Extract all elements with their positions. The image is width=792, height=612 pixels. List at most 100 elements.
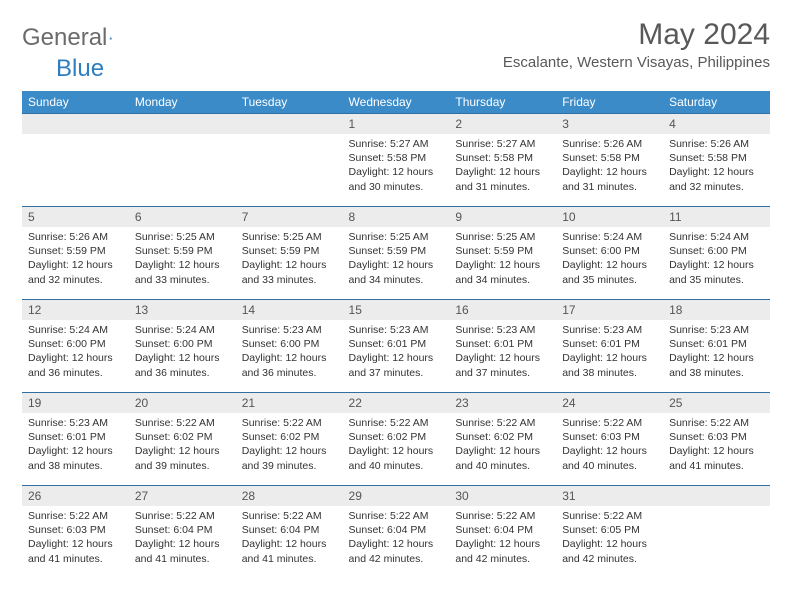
weekday-header: Tuesday	[236, 91, 343, 114]
day-number: 21	[236, 393, 343, 413]
day-details: Sunrise: 5:23 AMSunset: 6:00 PMDaylight:…	[236, 320, 343, 382]
day-number: 23	[449, 393, 556, 413]
day-number: 11	[663, 207, 770, 227]
day-details: Sunrise: 5:24 AMSunset: 6:00 PMDaylight:…	[22, 320, 129, 382]
sail-icon	[109, 28, 113, 48]
calendar-cell: 16Sunrise: 5:23 AMSunset: 6:01 PMDayligh…	[449, 300, 556, 393]
day-number: 31	[556, 486, 663, 506]
calendar-cell: 19Sunrise: 5:23 AMSunset: 6:01 PMDayligh…	[22, 393, 129, 486]
calendar-cell: 4Sunrise: 5:26 AMSunset: 5:58 PMDaylight…	[663, 114, 770, 207]
day-details: Sunrise: 5:25 AMSunset: 5:59 PMDaylight:…	[129, 227, 236, 289]
day-number: 14	[236, 300, 343, 320]
day-details: Sunrise: 5:22 AMSunset: 6:03 PMDaylight:…	[22, 506, 129, 568]
day-number: .	[663, 486, 770, 506]
calendar-cell: 23Sunrise: 5:22 AMSunset: 6:02 PMDayligh…	[449, 393, 556, 486]
calendar-cell: 17Sunrise: 5:23 AMSunset: 6:01 PMDayligh…	[556, 300, 663, 393]
day-number: 18	[663, 300, 770, 320]
calendar-cell: 12Sunrise: 5:24 AMSunset: 6:00 PMDayligh…	[22, 300, 129, 393]
day-details: Sunrise: 5:22 AMSunset: 6:04 PMDaylight:…	[236, 506, 343, 568]
day-details: Sunrise: 5:24 AMSunset: 6:00 PMDaylight:…	[556, 227, 663, 289]
day-number: 29	[343, 486, 450, 506]
day-details: Sunrise: 5:25 AMSunset: 5:59 PMDaylight:…	[236, 227, 343, 289]
day-details: Sunrise: 5:22 AMSunset: 6:03 PMDaylight:…	[556, 413, 663, 475]
calendar-cell: 7Sunrise: 5:25 AMSunset: 5:59 PMDaylight…	[236, 207, 343, 300]
day-number: 17	[556, 300, 663, 320]
calendar-cell: 25Sunrise: 5:22 AMSunset: 6:03 PMDayligh…	[663, 393, 770, 486]
day-number: 7	[236, 207, 343, 227]
weekday-header: Monday	[129, 91, 236, 114]
calendar-week-row: 19Sunrise: 5:23 AMSunset: 6:01 PMDayligh…	[22, 393, 770, 486]
brand-logo: General	[22, 24, 133, 52]
day-details: Sunrise: 5:22 AMSunset: 6:04 PMDaylight:…	[129, 506, 236, 568]
calendar-cell: 15Sunrise: 5:23 AMSunset: 6:01 PMDayligh…	[343, 300, 450, 393]
location-subtitle: Escalante, Western Visayas, Philippines	[503, 54, 770, 71]
calendar-body: ...1Sunrise: 5:27 AMSunset: 5:58 PMDayli…	[22, 114, 770, 579]
day-number: 10	[556, 207, 663, 227]
calendar-cell: .	[236, 114, 343, 207]
title-block: May 2024 Escalante, Western Visayas, Phi…	[503, 18, 770, 71]
day-number: 19	[22, 393, 129, 413]
day-number: .	[22, 114, 129, 134]
day-details: Sunrise: 5:22 AMSunset: 6:04 PMDaylight:…	[343, 506, 450, 568]
calendar-table: SundayMondayTuesdayWednesdayThursdayFrid…	[22, 91, 770, 579]
calendar-cell: 31Sunrise: 5:22 AMSunset: 6:05 PMDayligh…	[556, 486, 663, 579]
day-number: 3	[556, 114, 663, 134]
weekday-header-row: SundayMondayTuesdayWednesdayThursdayFrid…	[22, 91, 770, 114]
calendar-cell: 13Sunrise: 5:24 AMSunset: 6:00 PMDayligh…	[129, 300, 236, 393]
month-title: May 2024	[503, 18, 770, 52]
day-details: Sunrise: 5:22 AMSunset: 6:02 PMDaylight:…	[236, 413, 343, 475]
day-details: Sunrise: 5:25 AMSunset: 5:59 PMDaylight:…	[449, 227, 556, 289]
calendar-cell: 3Sunrise: 5:26 AMSunset: 5:58 PMDaylight…	[556, 114, 663, 207]
day-details: Sunrise: 5:22 AMSunset: 6:02 PMDaylight:…	[343, 413, 450, 475]
calendar-cell: 22Sunrise: 5:22 AMSunset: 6:02 PMDayligh…	[343, 393, 450, 486]
calendar-cell: 20Sunrise: 5:22 AMSunset: 6:02 PMDayligh…	[129, 393, 236, 486]
day-details: Sunrise: 5:22 AMSunset: 6:04 PMDaylight:…	[449, 506, 556, 568]
calendar-cell: .	[129, 114, 236, 207]
day-details: Sunrise: 5:23 AMSunset: 6:01 PMDaylight:…	[663, 320, 770, 382]
day-details: Sunrise: 5:22 AMSunset: 6:03 PMDaylight:…	[663, 413, 770, 475]
day-number: 26	[22, 486, 129, 506]
day-number: 12	[22, 300, 129, 320]
weekday-header: Friday	[556, 91, 663, 114]
calendar-cell: 5Sunrise: 5:26 AMSunset: 5:59 PMDaylight…	[22, 207, 129, 300]
day-details: Sunrise: 5:23 AMSunset: 6:01 PMDaylight:…	[449, 320, 556, 382]
day-details: Sunrise: 5:27 AMSunset: 5:58 PMDaylight:…	[343, 134, 450, 196]
calendar-week-row: 5Sunrise: 5:26 AMSunset: 5:59 PMDaylight…	[22, 207, 770, 300]
weekday-header: Thursday	[449, 91, 556, 114]
day-number: 8	[343, 207, 450, 227]
day-number: 1	[343, 114, 450, 134]
calendar-cell: 10Sunrise: 5:24 AMSunset: 6:00 PMDayligh…	[556, 207, 663, 300]
calendar-week-row: 12Sunrise: 5:24 AMSunset: 6:00 PMDayligh…	[22, 300, 770, 393]
calendar-cell: 27Sunrise: 5:22 AMSunset: 6:04 PMDayligh…	[129, 486, 236, 579]
day-number: .	[129, 114, 236, 134]
calendar-cell: 28Sunrise: 5:22 AMSunset: 6:04 PMDayligh…	[236, 486, 343, 579]
day-number: 27	[129, 486, 236, 506]
calendar-cell: 29Sunrise: 5:22 AMSunset: 6:04 PMDayligh…	[343, 486, 450, 579]
calendar-cell: 8Sunrise: 5:25 AMSunset: 5:59 PMDaylight…	[343, 207, 450, 300]
calendar-cell: .	[663, 486, 770, 579]
day-details: Sunrise: 5:23 AMSunset: 6:01 PMDaylight:…	[22, 413, 129, 475]
brand-gray: General	[22, 24, 107, 52]
day-details: Sunrise: 5:24 AMSunset: 6:00 PMDaylight:…	[129, 320, 236, 382]
day-number: 2	[449, 114, 556, 134]
day-number: 30	[449, 486, 556, 506]
calendar-cell: 24Sunrise: 5:22 AMSunset: 6:03 PMDayligh…	[556, 393, 663, 486]
calendar-cell: 14Sunrise: 5:23 AMSunset: 6:00 PMDayligh…	[236, 300, 343, 393]
day-details: Sunrise: 5:27 AMSunset: 5:58 PMDaylight:…	[449, 134, 556, 196]
calendar-cell: 9Sunrise: 5:25 AMSunset: 5:59 PMDaylight…	[449, 207, 556, 300]
day-number: 13	[129, 300, 236, 320]
day-details: Sunrise: 5:23 AMSunset: 6:01 PMDaylight:…	[343, 320, 450, 382]
day-number: 28	[236, 486, 343, 506]
day-number: 25	[663, 393, 770, 413]
day-number: 5	[22, 207, 129, 227]
calendar-cell: 30Sunrise: 5:22 AMSunset: 6:04 PMDayligh…	[449, 486, 556, 579]
calendar-cell: 6Sunrise: 5:25 AMSunset: 5:59 PMDaylight…	[129, 207, 236, 300]
calendar-cell: 1Sunrise: 5:27 AMSunset: 5:58 PMDaylight…	[343, 114, 450, 207]
calendar-cell: .	[22, 114, 129, 207]
day-number: 24	[556, 393, 663, 413]
calendar-week-row: 26Sunrise: 5:22 AMSunset: 6:03 PMDayligh…	[22, 486, 770, 579]
day-number: 22	[343, 393, 450, 413]
day-details: Sunrise: 5:24 AMSunset: 6:00 PMDaylight:…	[663, 227, 770, 289]
day-details: Sunrise: 5:26 AMSunset: 5:58 PMDaylight:…	[663, 134, 770, 196]
day-details: Sunrise: 5:22 AMSunset: 6:02 PMDaylight:…	[129, 413, 236, 475]
